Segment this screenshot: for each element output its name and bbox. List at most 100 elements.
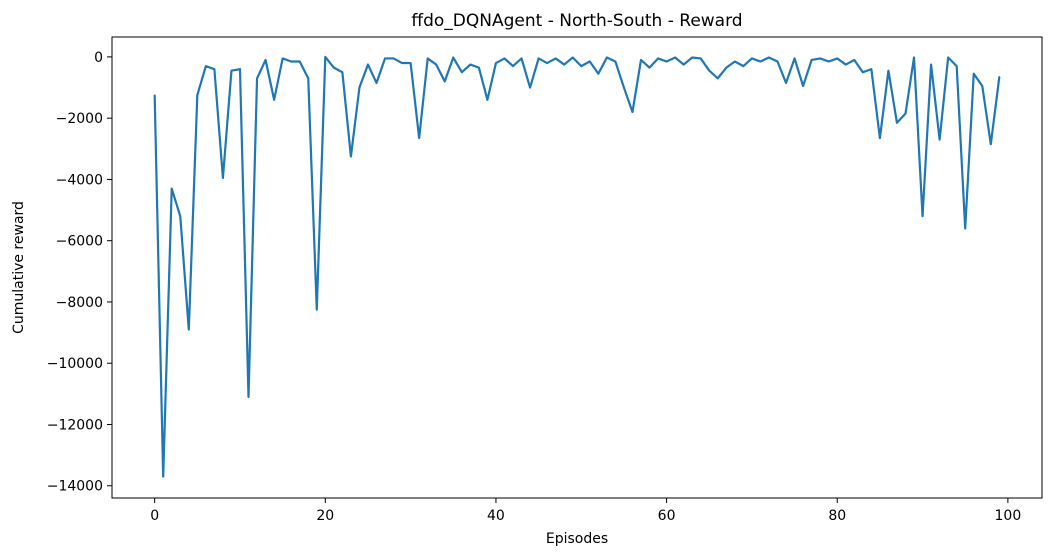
- data-point: [239, 68, 241, 70]
- x-tick-label: 0: [150, 508, 159, 524]
- data-point: [606, 56, 608, 59]
- data-point: [742, 65, 745, 67]
- x-tick-label: 80: [828, 508, 846, 524]
- data-point: [972, 72, 975, 75]
- y-tick-label: 0: [94, 50, 103, 66]
- data-point: [443, 80, 446, 83]
- data-point: [716, 77, 719, 80]
- data-point: [614, 60, 617, 63]
- data-point: [478, 66, 480, 69]
- data-point: [785, 82, 787, 84]
- data-point: [853, 59, 856, 61]
- data-point: [947, 56, 949, 59]
- data-point: [870, 68, 873, 70]
- data-point: [623, 86, 625, 89]
- data-point: [333, 66, 335, 69]
- data-point: [486, 98, 489, 101]
- data-point: [307, 77, 310, 80]
- x-tick-label: 20: [316, 508, 334, 524]
- data-point: [589, 60, 591, 63]
- y-tick-label: −8000: [56, 295, 103, 311]
- data-point: [597, 72, 600, 75]
- data-point: [469, 63, 472, 66]
- chart-title: ffdo_DQNAgent - North-South - Reward: [411, 11, 742, 31]
- y-tick-label: −6000: [56, 234, 103, 250]
- data-point: [862, 71, 864, 74]
- data-point: [350, 155, 352, 158]
- data-point: [938, 138, 941, 141]
- data-point: [580, 65, 583, 67]
- data-point: [879, 137, 881, 139]
- data-point: [537, 57, 540, 60]
- data-point: [358, 86, 361, 89]
- data-point: [520, 57, 523, 60]
- data-point: [759, 60, 762, 63]
- data-point: [913, 56, 915, 59]
- data-point: [196, 94, 199, 96]
- data-point: [153, 94, 156, 96]
- data-point: [955, 65, 958, 67]
- data-point: [512, 65, 514, 67]
- data-point: [810, 59, 813, 61]
- data-point: [401, 62, 403, 64]
- data-point: [375, 82, 378, 84]
- data-point: [563, 63, 565, 66]
- data-point: [904, 112, 907, 115]
- data-point: [887, 69, 890, 72]
- data-point: [384, 57, 386, 60]
- data-point: [896, 121, 898, 124]
- data-point: [981, 85, 984, 87]
- data-point: [187, 328, 190, 331]
- y-tick-label: −10000: [47, 356, 103, 372]
- y-tick-label: −2000: [56, 111, 103, 127]
- data-point: [503, 57, 506, 60]
- data-point: [392, 57, 395, 60]
- data-point: [256, 77, 258, 80]
- plot-area: [153, 55, 1001, 478]
- x-tick-label: 60: [658, 508, 676, 524]
- axes-frame: [111, 36, 1043, 499]
- data-point: [324, 56, 327, 58]
- data-point: [213, 68, 216, 70]
- data-point: [461, 71, 463, 74]
- data-point: [734, 60, 736, 63]
- data-point: [418, 137, 420, 139]
- data-point: [554, 57, 557, 60]
- data-point: [205, 65, 207, 67]
- y-axis-label: Cumulative reward: [11, 201, 27, 334]
- data-point: [648, 66, 651, 69]
- data-point: [708, 69, 711, 72]
- data-point: [298, 60, 301, 63]
- data-point: [230, 69, 233, 72]
- data-point: [273, 98, 275, 101]
- x-tick-label: 40: [487, 508, 505, 524]
- data-point: [657, 57, 659, 60]
- data-point: [546, 62, 548, 64]
- data-point: [435, 63, 438, 66]
- data-point: [315, 308, 318, 311]
- data-point: [264, 59, 267, 61]
- data-point: [222, 177, 224, 179]
- data-point: [819, 57, 821, 60]
- data-point: [247, 396, 250, 398]
- y-tick-label: −12000: [47, 417, 103, 433]
- data-point: [409, 62, 412, 64]
- data-point: [793, 57, 796, 60]
- y-tick-label: −14000: [47, 479, 103, 495]
- y-axis: 0 −2000 −4000 −6000 −8000 −10000 −12000 −14000: [47, 50, 112, 495]
- data-point: [827, 60, 830, 63]
- data-point: [426, 57, 429, 60]
- data-point: [776, 60, 779, 63]
- data-point: [691, 56, 693, 59]
- data-point: [921, 215, 924, 217]
- data-point: [836, 57, 839, 60]
- data-point: [571, 56, 574, 59]
- data-point: [162, 475, 164, 478]
- data-point: [640, 59, 642, 61]
- data-point: [170, 187, 173, 190]
- data-point: [452, 56, 455, 59]
- x-axis: 0 20 40 60 80 100: [150, 498, 1021, 524]
- data-point: [802, 85, 804, 87]
